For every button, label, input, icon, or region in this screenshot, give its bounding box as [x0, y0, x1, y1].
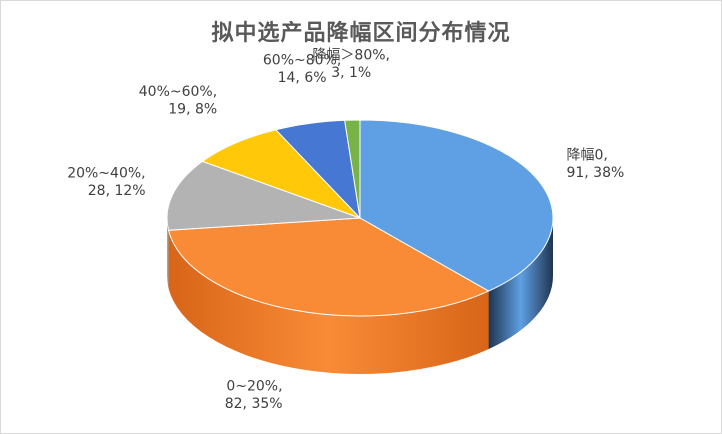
- data-labels: 降幅0, 91, 38% 0~20%, 82, 35% 20%~40%, 28, 12% 4…: [67, 47, 624, 411]
- slice-6-top: [344, 119, 361, 219]
- slice-2-top: [167, 217, 490, 317]
- slice-2-side: [168, 230, 489, 375]
- slice-2-label: 0~20%, 82, 35%: [225, 378, 283, 412]
- slice-4-top: [201, 129, 361, 219]
- slice-1-top: [359, 119, 554, 292]
- slice-3-top: [166, 160, 361, 231]
- slice-1-side: [488, 218, 553, 350]
- chart-title: 拟中选产品降幅区间分布情况: [211, 21, 511, 46]
- slice-6-label: 降幅＞80%, 3, 1%: [312, 47, 390, 81]
- slice-3-side: [167, 218, 169, 289]
- slice-1-label: 降幅0, 91, 38%: [566, 148, 624, 182]
- slice-4-label: 40%~60%, 19, 8%: [139, 84, 217, 118]
- slice-5-label: 60%~80%, 14, 6%: [263, 53, 341, 87]
- slice-3-label: 20%~40%, 28, 12%: [67, 165, 145, 199]
- pie-side-walls: [167, 218, 553, 375]
- pie-top-faces: [166, 119, 554, 317]
